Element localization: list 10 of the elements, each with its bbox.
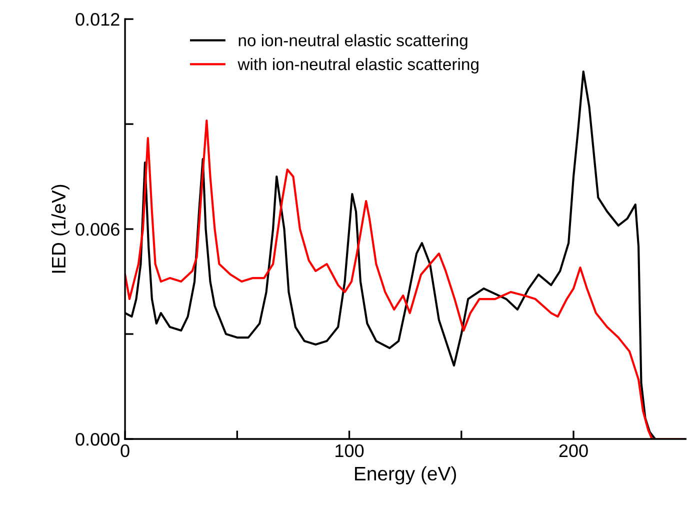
legend-label: no ion-neutral elastic scattering [238,34,468,50]
x-tick-label: 0 [120,444,130,458]
x-axis-title: Energy (eV) [355,466,456,484]
y-tick-label: 0.000 [76,432,120,446]
legend-label: with ion-neutral elastic scattering [238,58,478,74]
y-tick-label: 0.012 [76,13,120,26]
y-tick-label: 0.006 [76,222,120,236]
x-tick-label: 100 [336,444,364,458]
y-axis-title: IED (1/eV) [51,184,70,273]
x-tick-label: 200 [559,444,588,458]
